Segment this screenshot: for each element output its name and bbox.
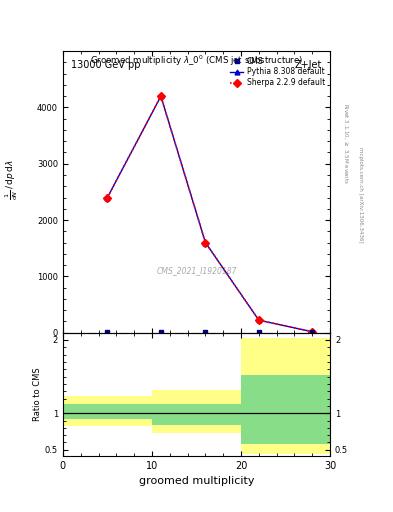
Bar [241,375,330,444]
Bar [63,396,152,426]
CMS [310,329,315,335]
Text: CMS_2021_I1920187: CMS_2021_I1920187 [156,266,237,275]
Text: Rivet 3.1.10, $\geq$ 3.5M events: Rivet 3.1.10, $\geq$ 3.5M events [342,103,349,184]
Text: Z+Jet: Z+Jet [295,59,322,70]
CMS [105,329,110,335]
Pythia 8.308 default [158,93,163,99]
Text: Groomed multiplicity $\lambda\_0^0$ (CMS jet substructure): Groomed multiplicity $\lambda\_0^0$ (CMS… [90,54,303,69]
X-axis label: groomed multiplicity: groomed multiplicity [139,476,254,486]
Text: $\frac{1}{\mathrm{d}N}\,/\,\mathrm{d}p\,\mathrm{d}\lambda$: $\frac{1}{\mathrm{d}N}\,/\,\mathrm{d}p\,… [4,159,20,200]
Pythia 8.308 default [257,317,261,323]
Bar [241,338,330,454]
Line: Sherpa 2.2.9 default: Sherpa 2.2.9 default [105,94,315,334]
Legend: CMS, Pythia 8.308 default, Sherpa 2.2.9 default: CMS, Pythia 8.308 default, Sherpa 2.2.9 … [228,55,326,89]
Bar [152,403,241,425]
Sherpa 2.2.9 default [158,93,163,99]
Y-axis label: Ratio to CMS: Ratio to CMS [33,367,42,421]
Bar [63,403,152,419]
Sherpa 2.2.9 default [257,317,261,323]
CMS [203,329,208,335]
Bar [152,390,241,433]
Text: mcplots.cern.ch [arXiv:1306.3436]: mcplots.cern.ch [arXiv:1306.3436] [358,147,363,242]
Pythia 8.308 default [203,240,208,246]
Sherpa 2.2.9 default [310,329,315,335]
Sherpa 2.2.9 default [105,195,110,201]
Pythia 8.308 default [105,195,110,201]
CMS [158,329,163,335]
Pythia 8.308 default [310,329,315,335]
Sherpa 2.2.9 default [203,240,208,246]
Text: 13000 GeV pp: 13000 GeV pp [71,59,140,70]
CMS [257,329,261,335]
Line: Pythia 8.308 default: Pythia 8.308 default [105,94,315,334]
Line: CMS: CMS [105,330,314,334]
